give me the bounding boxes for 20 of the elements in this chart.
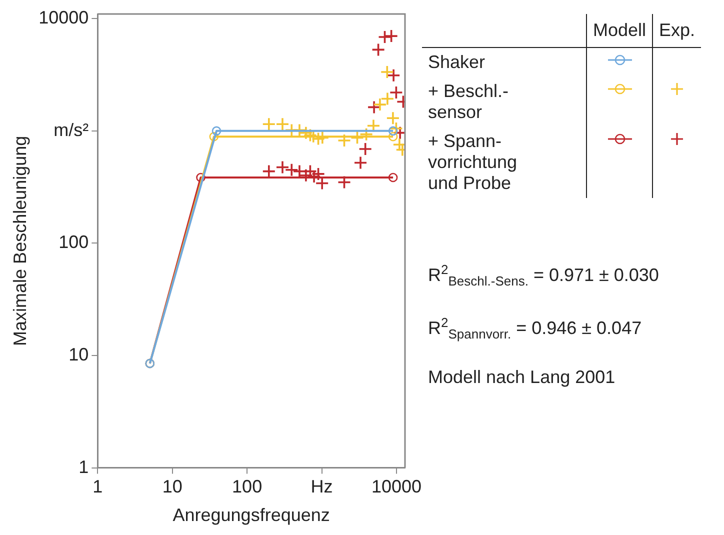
text: Modell nach Lang 2001	[428, 367, 616, 388]
x-tick-label: 100	[232, 476, 262, 497]
y-tick-label: 10	[68, 344, 89, 364]
x-tick-label: 10	[162, 476, 182, 497]
y-tick-label: m/s²	[54, 120, 89, 140]
x-tick-label: 1	[92, 476, 103, 497]
y-tick-label: 10000	[38, 8, 89, 28]
text: R$^{2}$$_{Spannvorr.}$ = 0.946 ± 0.047	[428, 314, 643, 342]
series-label: + Beschl.-sensor	[427, 80, 510, 124]
y-tick-label: 1	[78, 456, 89, 477]
text: Shaker	[427, 51, 486, 74]
x-tick-label: Hz	[310, 476, 333, 497]
y-axis-title: Maximale Beschleunigung	[10, 136, 30, 346]
series-label: + Spann-vorrichtung und Probe	[427, 130, 518, 195]
y-tick-label: 100	[58, 232, 89, 252]
text: R$^{2}$$_{Beschl.-Sens.}$ = 0.971 ± 0.030	[428, 262, 659, 289]
x-axis-title: Anregungsfrequenz	[172, 505, 330, 526]
text: Exp.	[652, 14, 702, 48]
x-tick-label: 10000	[371, 476, 422, 497]
text: Modell	[586, 14, 653, 48]
